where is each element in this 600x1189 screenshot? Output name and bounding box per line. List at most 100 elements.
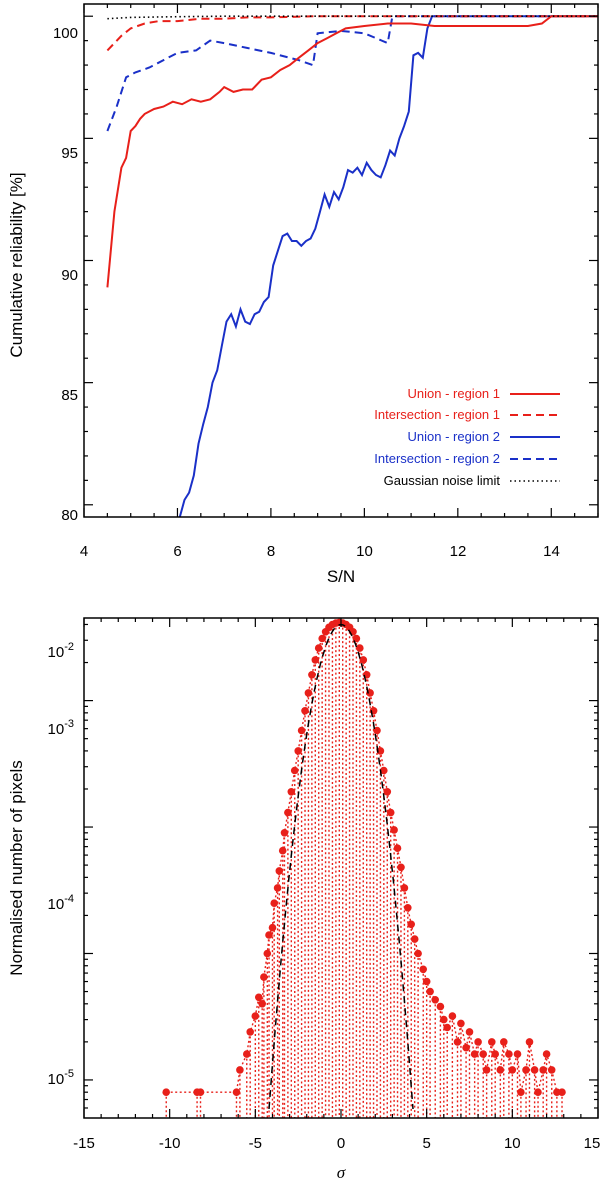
data-point: [287, 788, 296, 796]
y-axis-label-bottom: Normalised number of pixels: [7, 760, 26, 975]
series-line-intersection-region-2: [106, 15, 598, 132]
data-point: [404, 904, 412, 912]
y-tick-label: 80: [61, 507, 78, 524]
series-line-gaussian: [268, 623, 414, 1110]
data-point: [414, 949, 422, 958]
data-point: [268, 923, 277, 932]
x-tick-label: 14: [543, 543, 560, 560]
legend: Union - region 1 Intersection - region 1…: [374, 386, 560, 488]
x-tick-label: 4: [80, 543, 88, 560]
x-tick-label: 15: [584, 1135, 600, 1152]
data-point: [376, 747, 385, 755]
data-point: [443, 1023, 452, 1032]
data-point: [431, 996, 440, 1004]
x-tick-label: 10: [504, 1135, 521, 1152]
x-tick-label: -10: [159, 1135, 181, 1152]
data-point: [380, 766, 388, 775]
data-point: [243, 1050, 251, 1058]
data-point: [311, 656, 320, 664]
plot-frame-bottom: [83, 617, 599, 1119]
data-point: [294, 747, 303, 755]
series-line-measured: [166, 621, 562, 1093]
data-point: [419, 965, 428, 974]
x-axis-label-bottom: σ: [337, 1163, 346, 1182]
data-point: [254, 993, 263, 1002]
y-tick-label: 10-5: [48, 1068, 74, 1088]
y-tick-label: 10-2: [48, 641, 74, 661]
data-point: [539, 1066, 547, 1074]
series-line-union-region-1: [106, 15, 598, 288]
data-point: [491, 1050, 500, 1058]
data-point: [457, 1019, 465, 1028]
x-tick-labels-top: 4 6 8 10 12 14: [80, 543, 560, 560]
data-point: [479, 1050, 488, 1058]
data-point: [488, 1038, 496, 1046]
data-point: [508, 1066, 517, 1074]
series-line-intersection-region-1: [106, 15, 598, 52]
data-point: [547, 1066, 556, 1074]
data-point: [436, 1002, 445, 1011]
series-line-union-region-2: [178, 15, 598, 517]
data-point: [517, 1088, 525, 1096]
data-point: [525, 1038, 534, 1046]
data-point: [278, 846, 287, 855]
data-point: [422, 977, 431, 986]
y-tick-label: 95: [61, 145, 78, 162]
y-tick-label: 90: [61, 267, 78, 284]
data-point: [558, 1088, 566, 1096]
data-point: [462, 1043, 470, 1052]
data-point: [407, 920, 416, 929]
legend-label: Union - region 1: [408, 386, 501, 401]
data-point: [534, 1088, 542, 1096]
data-point: [496, 1066, 505, 1074]
x-tick-label: -15: [73, 1135, 95, 1152]
data-point: [196, 1088, 205, 1096]
data-point: [410, 935, 419, 943]
y-axis-label-top: Cumulative reliability [%]: [7, 172, 26, 357]
x-tick-label: 0: [337, 1135, 345, 1152]
data-point: [383, 788, 392, 796]
data-point: [232, 1088, 241, 1096]
data-point: [386, 808, 395, 817]
pixel-distribution-chart: -15 -10 -5 0 5 10 15 10-5 10-4 10-3 10-2…: [7, 617, 600, 1182]
data-point: [513, 1050, 522, 1058]
data-point: [314, 644, 323, 652]
legend-label: Gaussian noise limit: [384, 473, 501, 488]
data-point: [308, 671, 316, 679]
y-tick-label: 85: [61, 387, 78, 404]
data-point: [273, 884, 282, 892]
data-point: [542, 1050, 551, 1058]
data-point: [301, 707, 309, 715]
data-point: [270, 899, 279, 907]
data-point: [251, 1012, 260, 1020]
data-point: [236, 1066, 244, 1074]
x-tick-label: -5: [249, 1135, 262, 1152]
data-point: [470, 1050, 479, 1058]
plot-frame-top: [83, 3, 599, 518]
reliability-curves: [106, 15, 598, 517]
data-point: [260, 973, 268, 981]
x-axis-label-top: S/N: [327, 567, 355, 586]
data-point: [280, 829, 289, 837]
data-point: [356, 644, 364, 652]
data-point: [530, 1066, 539, 1074]
data-point: [373, 726, 381, 735]
x-tick-labels-bottom: -15 -10 -5 0 5 10 15: [73, 1135, 600, 1152]
data-point: [297, 726, 306, 735]
data-point: [304, 689, 313, 697]
data-point: [400, 884, 409, 892]
data-point: [258, 1000, 267, 1008]
data-point: [162, 1088, 170, 1096]
data-point: [390, 826, 398, 834]
axis-ticks-top: [83, 4, 599, 517]
data-point: [284, 808, 292, 817]
reliability-chart: 4 6 8 10 12 14 80 85 90 95 100 S/N Cumul…: [7, 3, 599, 586]
data-point: [426, 987, 434, 996]
axis-ticks-bottom: [83, 618, 599, 1118]
y-tick-label: 10-4: [48, 893, 74, 913]
data-point: [453, 1038, 462, 1046]
data-point: [522, 1066, 530, 1074]
x-tick-label: 5: [423, 1135, 431, 1152]
data-point: [440, 1015, 448, 1024]
